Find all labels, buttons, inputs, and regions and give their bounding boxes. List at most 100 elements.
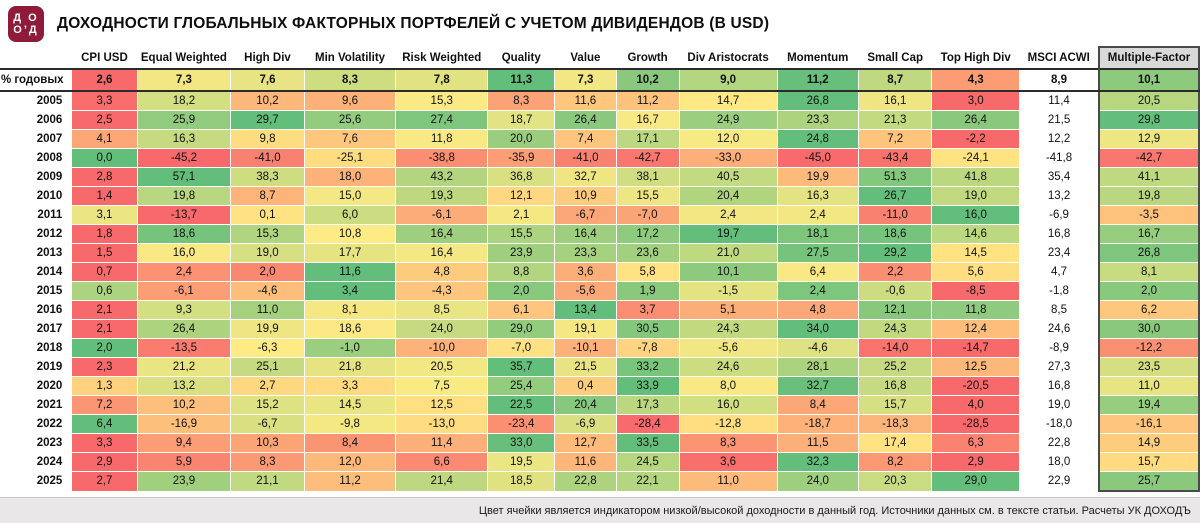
table-row: 2025 2,7 23,9 21,1 11,2 21,4 18,5 22,8 22,1 11,0 2…: [0, 471, 1200, 492]
value-cell: -45,0: [776, 148, 860, 168]
value-cell: 16,0: [678, 395, 778, 415]
value-cell: -14,7: [931, 338, 1021, 358]
row-label: 2005: [0, 90, 73, 111]
value-cell: -12,2: [1098, 338, 1200, 358]
row-label: 2025: [0, 471, 73, 492]
value-cell: 5,1: [678, 300, 778, 320]
value-cell: 38,3: [230, 167, 305, 187]
value-cell: 11,2: [776, 68, 860, 92]
value-cell: 40,5: [678, 167, 778, 187]
value-cell: 11,8: [931, 300, 1021, 320]
value-cell: 15,3: [395, 90, 489, 111]
value-cell: -18,3: [858, 414, 933, 434]
row-label: 2012: [0, 224, 73, 244]
value-cell: 25,2: [858, 357, 933, 377]
value-cell: -7,0: [487, 338, 556, 358]
value-cell: 38,1: [615, 167, 680, 187]
value-cell: -10,0: [395, 338, 489, 358]
table-row: 2005 3,3 18,2 10,2 9,6 15,3 8,3 11,6 11,2 14,7 26,…: [0, 90, 1200, 111]
value-cell: 6,0: [303, 205, 397, 225]
row-label: 2020: [0, 376, 73, 396]
value-cell: 4,8: [776, 300, 860, 320]
value-cell: 27,5: [776, 243, 860, 263]
value-cell: 2,4: [776, 205, 860, 225]
row-label: % годовых: [0, 68, 73, 92]
value-cell: 8,3: [230, 452, 305, 472]
column-header: Equal Weighted: [137, 47, 231, 69]
value-cell: 9,3: [136, 300, 232, 320]
value-cell: 19,3: [395, 186, 489, 206]
value-cell: 21,4: [395, 471, 489, 492]
value-cell: 9,0: [678, 68, 778, 92]
logo-line-1: Д О: [13, 12, 39, 24]
value-cell: 29,8: [1098, 110, 1200, 130]
value-cell: -43,4: [858, 148, 933, 168]
value-cell: 24,0: [776, 471, 860, 492]
logo-line-2: О’Д: [13, 24, 39, 36]
value-cell: 11,5: [776, 433, 860, 453]
value-cell: 24,6: [1019, 319, 1100, 339]
value-cell: 3,3: [71, 433, 138, 453]
value-cell: -13,0: [395, 414, 489, 434]
value-cell: 20,0: [487, 129, 556, 149]
value-cell: 17,1: [615, 129, 680, 149]
value-cell: 0,7: [71, 262, 138, 282]
value-cell: -4,6: [776, 338, 860, 358]
value-cell: 24,8: [776, 129, 860, 149]
value-cell: 10,2: [136, 395, 232, 415]
value-cell: 33,0: [487, 433, 556, 453]
value-cell: 4,1: [71, 129, 138, 149]
value-cell: -38,8: [395, 148, 489, 168]
table-row: 2010 1,4 19,8 8,7 15,0 19,3 12,1 10,9 15,5 20,4 16…: [0, 186, 1200, 206]
value-cell: 7,6: [230, 68, 305, 92]
value-cell: 16,8: [858, 376, 933, 396]
value-cell: 4,0: [931, 395, 1021, 415]
value-cell: 5,9: [136, 452, 232, 472]
value-cell: 25,4: [487, 376, 556, 396]
value-cell: 25,1: [230, 357, 305, 377]
value-cell: 19,4: [1098, 395, 1200, 415]
value-cell: 24,3: [858, 319, 933, 339]
value-cell: 14,5: [303, 395, 397, 415]
value-cell: 8,9: [1019, 68, 1100, 92]
value-cell: 11,2: [303, 471, 397, 492]
value-cell: 2,2: [858, 262, 933, 282]
row-label: 2009: [0, 167, 73, 187]
value-cell: 33,2: [615, 357, 680, 377]
value-cell: 2,7: [71, 471, 138, 492]
value-cell: 5,8: [615, 262, 680, 282]
value-cell: 2,7: [230, 376, 305, 396]
value-cell: 25,7: [1098, 471, 1200, 492]
value-cell: 14,7: [678, 90, 778, 111]
table-row: 2007 4,1 16,3 9,8 7,6 11,8 20,0 7,4 17,1 12,0 24,8…: [0, 129, 1200, 149]
column-header: Min Volatility: [304, 47, 396, 69]
value-cell: 34,0: [776, 319, 860, 339]
row-label: 2006: [0, 110, 73, 130]
value-cell: -13,5: [136, 338, 232, 358]
value-cell: 36,8: [487, 167, 556, 187]
returns-heatmap-table: CPI USD Equal Weighted High Div Min Volatil…: [0, 46, 1200, 492]
value-cell: 15,0: [303, 186, 397, 206]
value-cell: 11,6: [554, 452, 617, 472]
table-row: 2011 3,1 -13,7 0,1 6,0 -6,1 2,1 -6,7 -7,0 2,4 2,4-…: [0, 205, 1200, 225]
table-row: 2013 1,5 16,0 19,0 17,7 16,4 23,9 23,3 23,6 21,0 2…: [0, 243, 1200, 263]
value-cell: 30,5: [615, 319, 680, 339]
value-cell: 12,1: [858, 300, 933, 320]
column-header: Value: [554, 47, 616, 69]
value-cell: 18,6: [303, 319, 397, 339]
value-cell: 2,9: [71, 452, 138, 472]
column-header: Momentum: [777, 47, 859, 69]
value-cell: 10,9: [554, 186, 617, 206]
value-cell: 21,8: [303, 357, 397, 377]
value-cell: 43,2: [395, 167, 489, 187]
value-cell: 18,2: [136, 90, 232, 111]
column-header: Risk Weighted: [395, 47, 488, 69]
value-cell: -8,5: [931, 281, 1021, 301]
value-cell: -5,6: [678, 338, 778, 358]
value-cell: 29,7: [230, 110, 305, 130]
value-cell: 17,4: [858, 433, 933, 453]
value-cell: 0,4: [554, 376, 617, 396]
value-cell: 22,8: [554, 471, 617, 492]
value-cell: -6,3: [230, 338, 305, 358]
value-cell: 2,4: [776, 281, 860, 301]
